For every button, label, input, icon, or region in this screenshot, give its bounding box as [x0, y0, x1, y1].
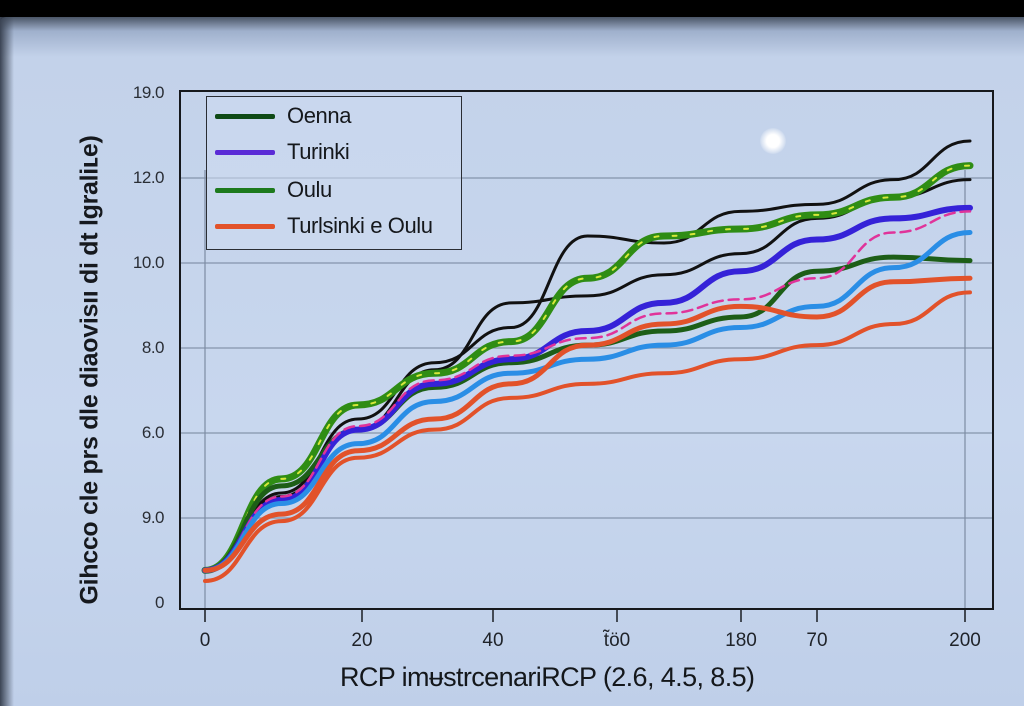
y-tick-label: 9.0	[141, 508, 165, 527]
series-line	[202, 204, 973, 574]
x-tick-label: t̃ö0	[603, 630, 631, 651]
legend-item: Oenna	[215, 101, 351, 131]
y-tick-label: 19.0	[132, 83, 165, 102]
legend-label: Turlsinki e Oulu	[287, 213, 433, 238]
legend-swatch-orange	[215, 223, 275, 229]
series-line	[203, 210, 972, 572]
legend-label: Oenna	[287, 103, 352, 128]
legend-label: Oulu	[287, 177, 332, 202]
legend-swatch-dark-green	[215, 113, 275, 119]
series-line	[202, 275, 973, 573]
x-tick-label: 200	[949, 630, 981, 651]
legend-swatch-green	[215, 187, 275, 193]
x-tick-label: 180	[725, 630, 757, 651]
chart-legend: Oenna Turinki Oulu Turlsinki e Oulu	[206, 96, 462, 250]
series-line	[203, 290, 972, 583]
x-tick-label: 70	[806, 630, 828, 651]
x-tick-label: 40	[482, 630, 504, 651]
y-tick-label: 12.0	[132, 168, 165, 187]
y-tick-label: 10.0	[132, 253, 165, 272]
legend-item: Oulu	[215, 175, 332, 205]
legend-swatch-purple	[215, 149, 275, 155]
series-line	[202, 229, 973, 573]
legend-item: Turinki	[215, 137, 350, 167]
y-tick-label: 6.0	[141, 423, 165, 442]
x-tick-label: 20	[351, 630, 373, 651]
x-axis-label: RCP imᵾstrcenariRCP (2.6, 4.5, 8.5)	[340, 662, 755, 692]
series-highlight	[204, 164, 971, 572]
legend-label: Turinki	[287, 139, 350, 164]
y-tick-label: 0	[155, 593, 164, 612]
x-tick-label: 0	[199, 630, 211, 651]
legend-item: Turlsinki e Oulu	[215, 211, 433, 241]
y-tick-label: 8.0	[141, 338, 165, 357]
screen-glare	[760, 128, 786, 154]
plot-area-frame	[179, 90, 994, 610]
